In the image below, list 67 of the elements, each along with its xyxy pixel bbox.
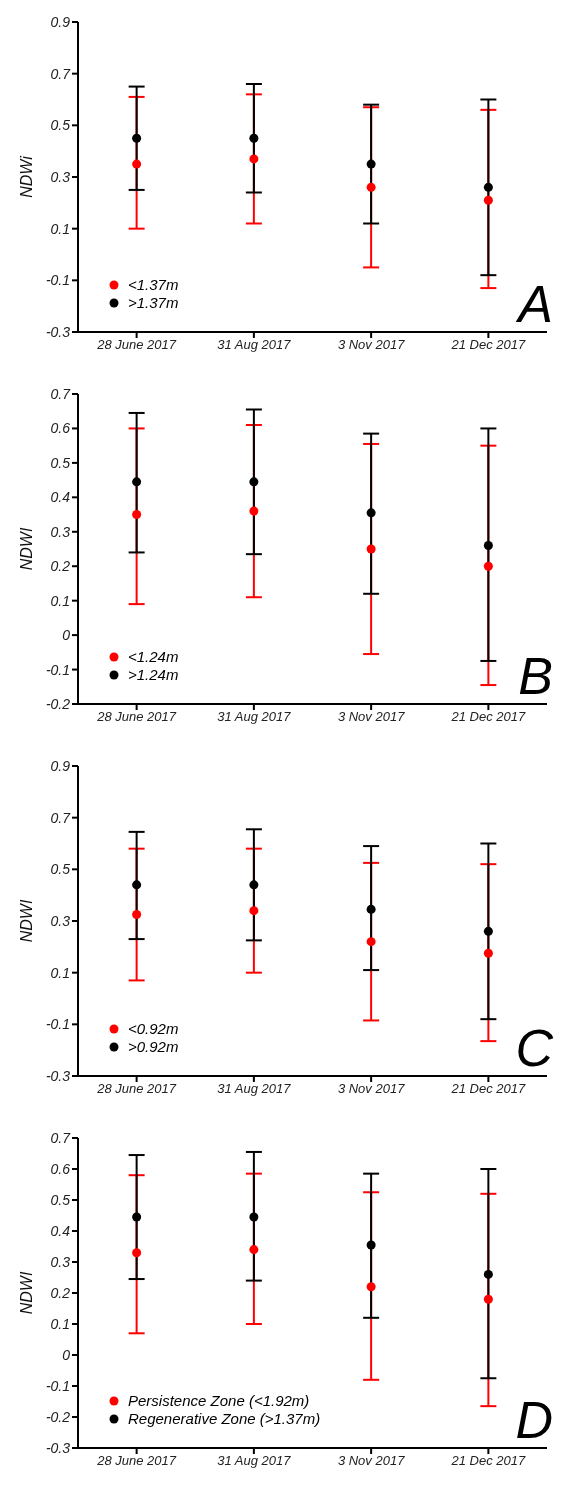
y-tick-label: 0.5 xyxy=(50,454,71,471)
y-tick-label: 0.6 xyxy=(50,1160,71,1177)
y-tick-label: -0.3 xyxy=(45,1067,71,1084)
legend-label: <0.92m xyxy=(128,1020,179,1038)
y-tick-label: 0 xyxy=(62,627,71,644)
y-tick-label: 0.9 xyxy=(50,757,71,774)
y-tick-label: 0.2 xyxy=(50,1284,71,1301)
x-tick-label: 28 June 2017 xyxy=(96,337,177,353)
y-tick-label: 0.4 xyxy=(50,1222,71,1239)
y-tick-label: 0.3 xyxy=(50,168,71,185)
x-tick-label: 31 Aug 2017 xyxy=(217,337,292,353)
y-tick-label: -0.2 xyxy=(45,695,71,712)
y-tick-label: 0.5 xyxy=(50,861,71,878)
y-tick-label: 0.3 xyxy=(50,523,71,540)
x-tick-label: 31 Aug 2017 xyxy=(217,709,292,725)
y-tick-label: 0.1 xyxy=(50,964,70,981)
y-tick-label: 0.7 xyxy=(50,809,72,826)
legend-label: <1.37m xyxy=(128,276,179,294)
y-axis-title: NDWI xyxy=(17,527,35,571)
x-tick-label: 21 Dec 2017 xyxy=(450,1453,526,1469)
x-tick-label: 28 June 2017 xyxy=(96,709,177,725)
y-tick-label: 0.5 xyxy=(50,1191,71,1208)
x-tick-label: 28 June 2017 xyxy=(96,1081,177,1097)
x-tick-label: 31 Aug 2017 xyxy=(217,1081,292,1097)
y-tick-label: 0.1 xyxy=(50,1315,70,1332)
y-tick-label: 0.7 xyxy=(50,65,72,82)
x-tick-label: 21 Dec 2017 xyxy=(450,337,526,353)
x-tick-label: 3 Nov 2017 xyxy=(337,1081,406,1097)
legend-label: >0.92m xyxy=(128,1038,179,1056)
y-tick-label: -0.3 xyxy=(45,1439,71,1456)
y-axis-title: NDWI xyxy=(17,899,35,943)
y-tick-label: 0.4 xyxy=(50,489,71,506)
x-tick-label: 31 Aug 2017 xyxy=(217,1453,292,1469)
y-tick-label: 0.6 xyxy=(50,420,71,437)
y-tick-label: 0.2 xyxy=(50,558,71,575)
legend-label: >1.24m xyxy=(128,666,179,684)
x-tick-label: 3 Nov 2017 xyxy=(337,1453,406,1469)
annotation: C xyxy=(515,1019,553,1077)
legend-label: >1.37m xyxy=(128,294,179,312)
y-tick-label: -0.3 xyxy=(45,323,71,340)
y-axis-title: NDWi xyxy=(17,155,35,198)
y-tick-label: 0.9 xyxy=(50,13,71,30)
y-tick-label: -0.2 xyxy=(45,1408,71,1425)
y-tick-label: -0.1 xyxy=(45,1377,70,1394)
x-tick-label: 21 Dec 2017 xyxy=(450,709,526,725)
x-tick-label: 3 Nov 2017 xyxy=(337,709,406,725)
y-tick-label: 0.1 xyxy=(50,220,70,237)
y-tick-label: 0 xyxy=(62,1346,71,1363)
x-tick-label: 21 Dec 2017 xyxy=(450,1081,526,1097)
annotation: A xyxy=(518,275,553,333)
legend-label: Regenerative Zone (>1.37m) xyxy=(128,1410,321,1428)
annotation: B xyxy=(518,647,553,705)
annotation: D xyxy=(515,1391,553,1449)
legend-label: Persistence Zone (<1.92m) xyxy=(128,1392,310,1410)
y-tick-label: 0.5 xyxy=(50,117,71,134)
y-tick-label: 0.3 xyxy=(50,1253,71,1270)
legend-label: <1.24m xyxy=(128,648,179,666)
y-tick-label: 0.7 xyxy=(50,385,72,402)
y-tick-label: 0.1 xyxy=(50,592,70,609)
y-axis-title: NDWI xyxy=(17,1271,35,1315)
y-tick-label: 0.7 xyxy=(50,1129,72,1146)
y-tick-label: -0.1 xyxy=(45,272,70,289)
x-tick-label: 28 June 2017 xyxy=(96,1453,177,1469)
x-tick-label: 3 Nov 2017 xyxy=(337,337,406,353)
y-tick-label: -0.1 xyxy=(45,1016,70,1033)
y-tick-label: 0.3 xyxy=(50,912,71,929)
y-tick-label: -0.1 xyxy=(45,661,70,678)
